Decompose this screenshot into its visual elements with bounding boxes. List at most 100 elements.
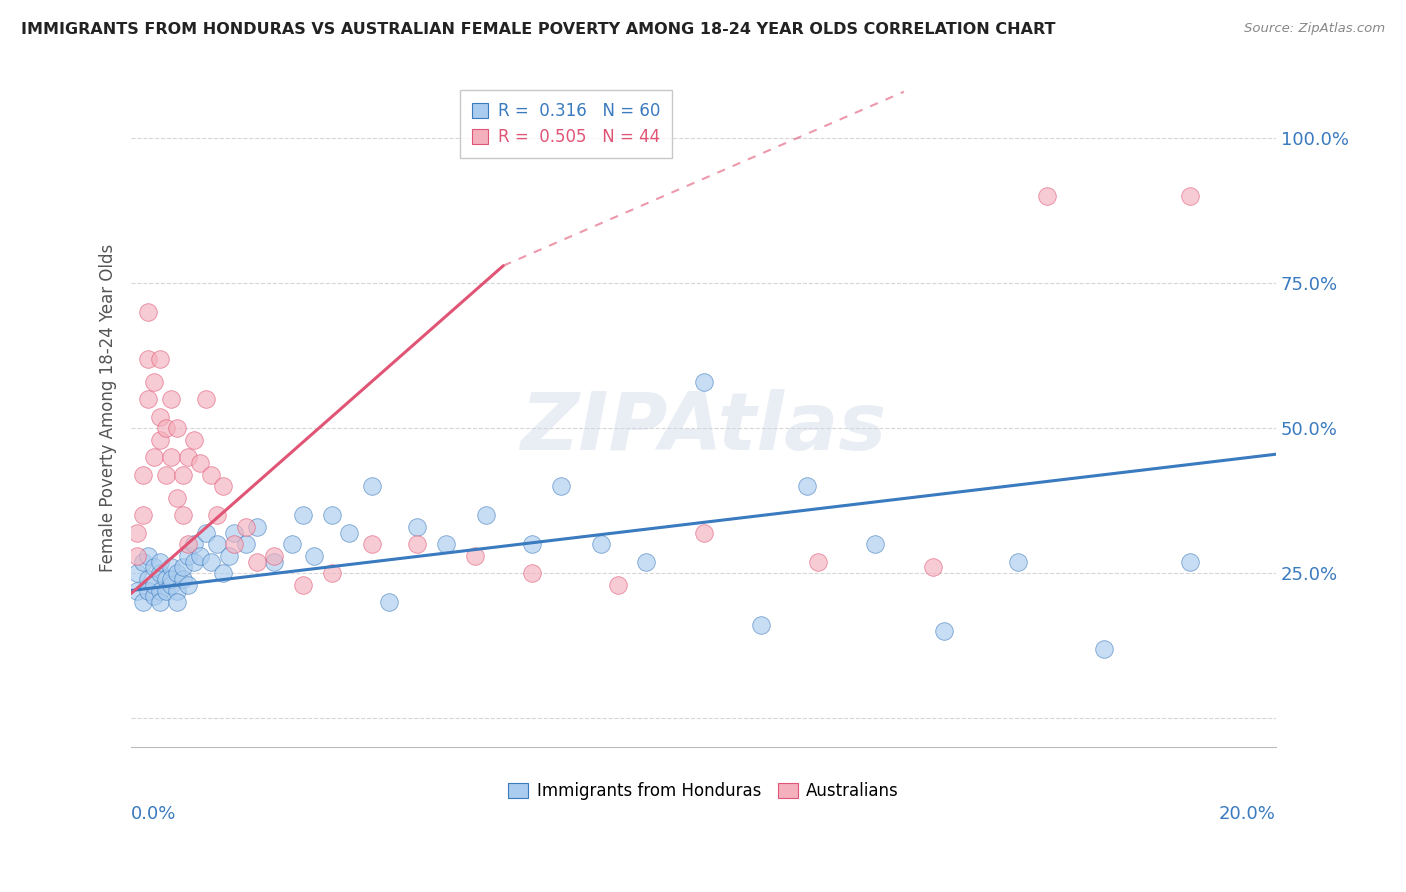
Point bbox=[211, 566, 233, 580]
Text: Source: ZipAtlas.com: Source: ZipAtlas.com bbox=[1244, 22, 1385, 36]
Point bbox=[1007, 554, 1029, 568]
Point bbox=[166, 421, 188, 435]
Point bbox=[160, 560, 183, 574]
Point bbox=[304, 549, 326, 563]
Point bbox=[246, 519, 269, 533]
Point bbox=[143, 375, 166, 389]
Point bbox=[796, 479, 818, 493]
Point bbox=[246, 554, 269, 568]
Point bbox=[378, 595, 401, 609]
Point bbox=[807, 554, 830, 568]
Point bbox=[149, 351, 172, 366]
Point bbox=[172, 560, 194, 574]
Point bbox=[177, 577, 200, 591]
Point bbox=[520, 566, 543, 580]
Point bbox=[149, 554, 172, 568]
Point bbox=[138, 549, 160, 563]
Point bbox=[172, 508, 194, 522]
Point bbox=[143, 590, 166, 604]
Point bbox=[149, 595, 172, 609]
Point bbox=[865, 537, 887, 551]
Point bbox=[636, 554, 658, 568]
Point bbox=[280, 537, 302, 551]
Point bbox=[143, 560, 166, 574]
Point bbox=[360, 479, 382, 493]
Point bbox=[200, 467, 222, 482]
Point bbox=[155, 572, 177, 586]
Point bbox=[183, 433, 205, 447]
Text: 0.0%: 0.0% bbox=[131, 805, 177, 822]
Text: ZIPAtlas: ZIPAtlas bbox=[520, 389, 887, 467]
Point bbox=[138, 392, 160, 406]
Point bbox=[406, 519, 429, 533]
Point bbox=[131, 467, 153, 482]
Y-axis label: Female Poverty Among 18-24 Year Olds: Female Poverty Among 18-24 Year Olds bbox=[100, 244, 117, 572]
Point bbox=[149, 583, 172, 598]
Point bbox=[149, 433, 172, 447]
Point bbox=[337, 525, 360, 540]
Point bbox=[291, 508, 314, 522]
Point bbox=[1178, 189, 1201, 203]
Point bbox=[406, 537, 429, 551]
Point bbox=[131, 554, 153, 568]
Point bbox=[932, 624, 955, 639]
Point bbox=[205, 537, 228, 551]
Point bbox=[749, 618, 772, 632]
Point bbox=[692, 375, 714, 389]
Point bbox=[155, 467, 177, 482]
Point bbox=[520, 537, 543, 551]
Point bbox=[235, 519, 257, 533]
Point bbox=[177, 450, 200, 464]
Point bbox=[166, 491, 188, 505]
Point bbox=[200, 554, 222, 568]
Point bbox=[692, 525, 714, 540]
Point bbox=[143, 450, 166, 464]
Point bbox=[125, 525, 148, 540]
Point bbox=[224, 537, 246, 551]
Point bbox=[172, 572, 194, 586]
Point bbox=[172, 467, 194, 482]
Point bbox=[188, 456, 211, 470]
Point bbox=[160, 572, 183, 586]
Point bbox=[183, 537, 205, 551]
Point bbox=[464, 549, 486, 563]
Point bbox=[143, 577, 166, 591]
Point bbox=[138, 583, 160, 598]
Point bbox=[321, 566, 343, 580]
Point bbox=[155, 583, 177, 598]
Point bbox=[235, 537, 257, 551]
Text: 20.0%: 20.0% bbox=[1219, 805, 1277, 822]
Point bbox=[160, 392, 183, 406]
Point bbox=[160, 577, 183, 591]
Point bbox=[589, 537, 612, 551]
Point bbox=[166, 583, 188, 598]
Point bbox=[194, 525, 217, 540]
Point bbox=[125, 549, 148, 563]
Point bbox=[224, 525, 246, 540]
Point bbox=[131, 595, 153, 609]
Point bbox=[138, 305, 160, 319]
Point bbox=[475, 508, 498, 522]
Point bbox=[205, 508, 228, 522]
Point bbox=[177, 549, 200, 563]
Point bbox=[263, 554, 285, 568]
Point bbox=[550, 479, 572, 493]
Point bbox=[149, 409, 172, 424]
Point bbox=[177, 537, 200, 551]
Point bbox=[166, 595, 188, 609]
Point bbox=[138, 572, 160, 586]
Point bbox=[188, 549, 211, 563]
Point bbox=[125, 566, 148, 580]
Point bbox=[194, 392, 217, 406]
Point bbox=[131, 508, 153, 522]
Text: IMMIGRANTS FROM HONDURAS VS AUSTRALIAN FEMALE POVERTY AMONG 18-24 YEAR OLDS CORR: IMMIGRANTS FROM HONDURAS VS AUSTRALIAN F… bbox=[21, 22, 1056, 37]
Point bbox=[263, 549, 285, 563]
Point bbox=[1036, 189, 1059, 203]
Point bbox=[218, 549, 240, 563]
Point bbox=[125, 583, 148, 598]
Point bbox=[921, 560, 943, 574]
Point bbox=[1178, 554, 1201, 568]
Legend: Immigrants from Honduras, Australians: Immigrants from Honduras, Australians bbox=[502, 775, 905, 806]
Point bbox=[160, 450, 183, 464]
Point bbox=[291, 577, 314, 591]
